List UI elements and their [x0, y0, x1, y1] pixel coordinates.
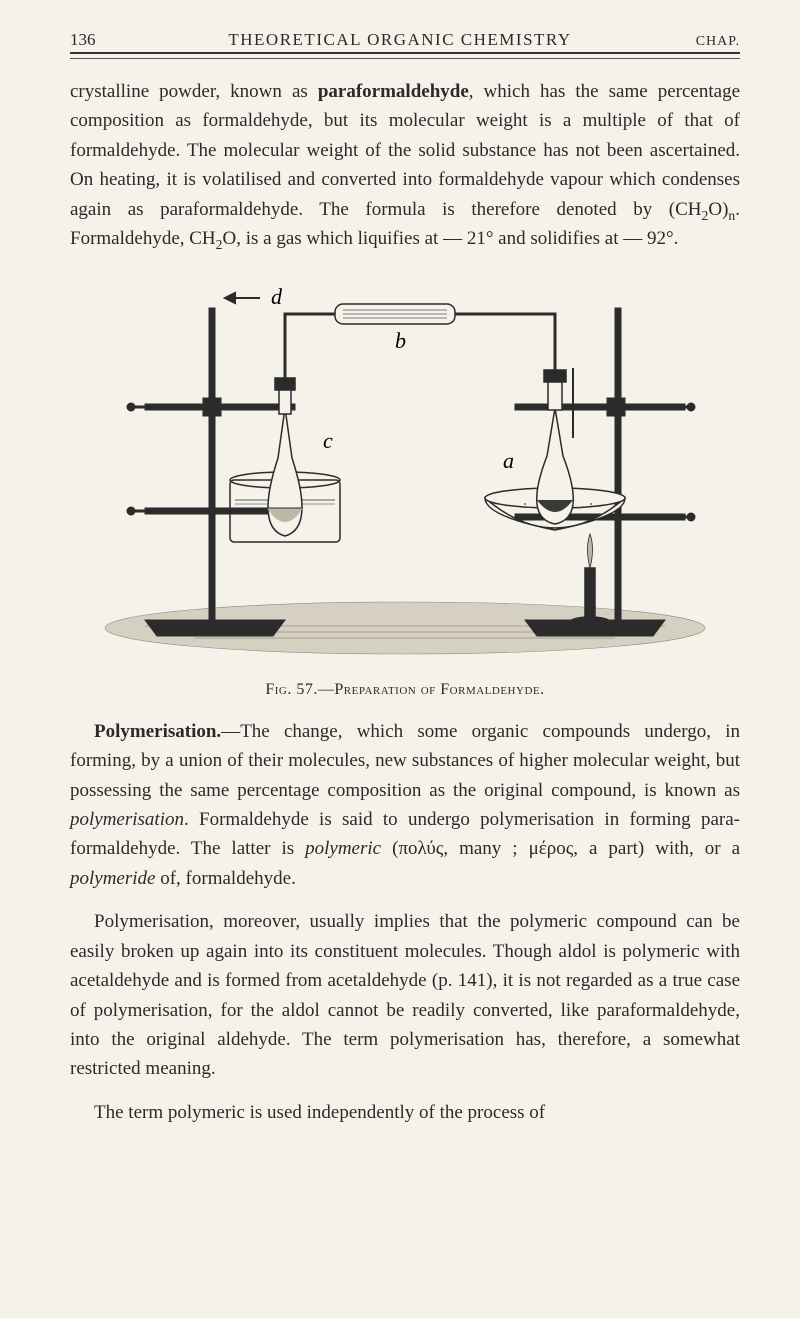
italic-polymeric: polymeric	[305, 838, 381, 859]
text: O)	[708, 199, 728, 220]
left-flask	[267, 378, 303, 536]
text: of, formaldehyde.	[155, 868, 295, 889]
text: crystalline powder, known as	[70, 81, 318, 102]
italic-polymerisation: polymerisation	[70, 809, 184, 830]
label-b: b	[395, 328, 406, 353]
text: The term polymeric is used independently…	[94, 1102, 545, 1123]
figure-caption-text: —Preparation of Formaldehyde.	[318, 681, 545, 698]
running-title: THEORETICAL ORGANIC CHEMISTRY	[120, 30, 680, 50]
label-c: c	[323, 428, 333, 453]
figure-57: d b c	[70, 268, 740, 673]
arrow-d	[225, 293, 260, 303]
text: (	[381, 838, 398, 859]
figure-caption: Fig. 57.—Preparation of Formaldehyde.	[70, 681, 740, 699]
subscript: 2	[216, 237, 223, 252]
paragraph-2: Polymerisation.—The change, which some o…	[70, 717, 740, 894]
greek-polys: πολύς	[398, 838, 443, 859]
term-polymerisation: Polymerisation.	[94, 721, 221, 742]
page-header: 136 THEORETICAL ORGANIC CHEMISTRY CHAP.	[70, 30, 740, 54]
right-flask	[537, 368, 574, 524]
term-paraformaldehyde: paraformaldehyde	[318, 81, 469, 102]
header-rule	[70, 58, 740, 59]
paragraph-1: crystalline powder, known as paraformald…	[70, 77, 740, 254]
italic-polymeride: polymeride	[70, 868, 155, 889]
paragraph-3: Polymerisation, moreover, usually implie…	[70, 907, 740, 1084]
paragraph-4: The term polymeric is used independently…	[70, 1098, 740, 1127]
chapter-label: CHAP.	[680, 34, 740, 50]
text: O, is a gas which liquifies at — 21° and…	[223, 228, 679, 249]
page: 136 THEORETICAL ORGANIC CHEMISTRY CHAP. …	[0, 0, 800, 1318]
apparatus-diagram: d b c	[85, 268, 725, 668]
label-a: a	[503, 448, 514, 473]
text: , a part) with, or a	[573, 838, 740, 859]
text: , many ;	[443, 838, 528, 859]
label-d: d	[271, 284, 283, 309]
delivery-tube	[285, 304, 555, 378]
page-number: 136	[70, 30, 120, 50]
text: Polymerisation, moreover, usually implie…	[70, 911, 740, 1079]
greek-meros: μέρος	[529, 838, 574, 859]
figure-label: Fig. 57.	[265, 681, 318, 698]
